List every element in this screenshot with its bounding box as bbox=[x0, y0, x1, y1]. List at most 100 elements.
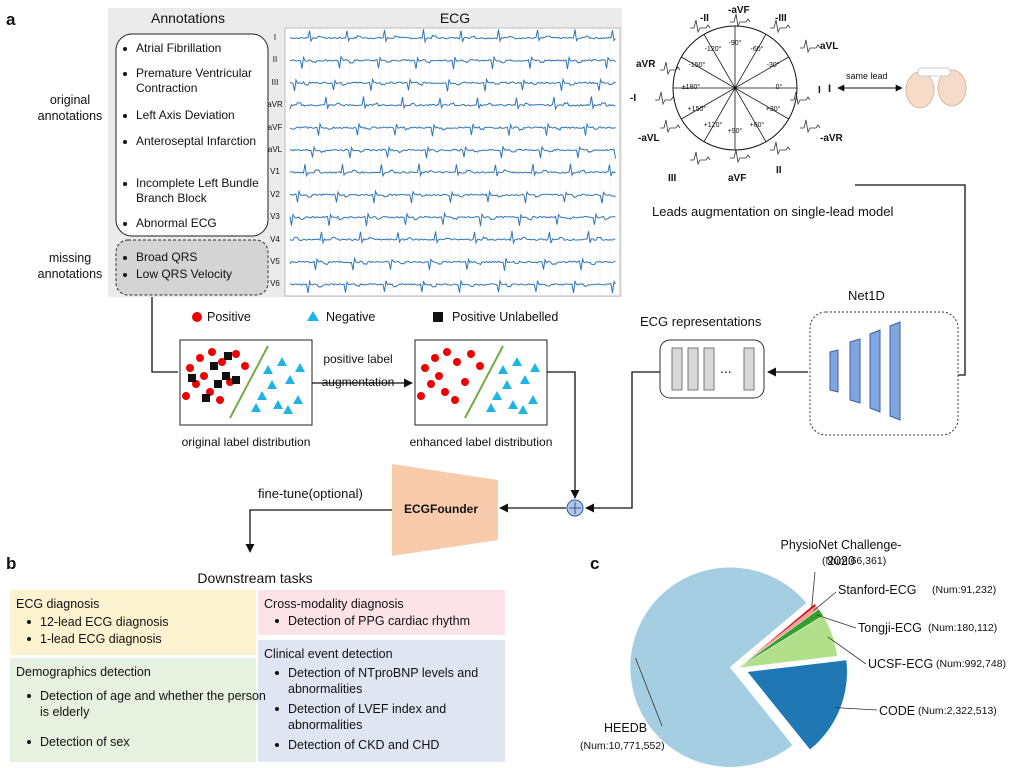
panel-label: c bbox=[590, 554, 600, 573]
hands bbox=[905, 67, 967, 109]
hex-lead-label: -III bbox=[775, 13, 787, 24]
sample-points bbox=[182, 311, 540, 414]
sample-point bbox=[492, 391, 502, 400]
flow-line bbox=[585, 371, 660, 513]
pie-chart bbox=[629, 567, 878, 768]
task-box bbox=[258, 590, 505, 635]
task-item: Detection of CKD and CHD bbox=[274, 737, 514, 753]
lead-wave bbox=[770, 141, 791, 156]
slice-label: UCSF-ECG bbox=[868, 657, 934, 671]
hexaxial bbox=[655, 13, 821, 166]
task-title: Cross-modality diagnosis bbox=[264, 597, 404, 611]
ecg-trace bbox=[289, 256, 616, 271]
missing-item: Broad QRS bbox=[122, 250, 278, 265]
caption: original label distribution bbox=[181, 435, 311, 449]
ecgfounder-shape bbox=[392, 464, 498, 556]
lead-label: V5 bbox=[270, 257, 280, 266]
slice-label: Stanford-ECG bbox=[838, 583, 917, 597]
ecg-trace bbox=[289, 29, 616, 44]
annotation-item: Atrial Fibrillation bbox=[122, 41, 278, 56]
lead-label: aVF bbox=[267, 122, 283, 132]
legend-marker bbox=[192, 312, 202, 322]
lead-wave bbox=[660, 61, 681, 76]
sample-point bbox=[293, 395, 303, 404]
lead-label: V2 bbox=[270, 189, 280, 199]
sample-point bbox=[467, 350, 475, 358]
degree-label: +150° bbox=[687, 106, 707, 113]
ecg-area bbox=[284, 27, 621, 297]
sample-point bbox=[295, 363, 305, 372]
legend-label: Negative bbox=[326, 310, 376, 324]
ecg-trace bbox=[289, 163, 616, 178]
lead-label: III bbox=[271, 77, 279, 87]
annotation-item: Left Axis Deviation bbox=[122, 108, 278, 123]
degree-label: -90° bbox=[728, 40, 742, 47]
hex-lead-label: -aVL bbox=[638, 133, 660, 144]
sample-point bbox=[267, 380, 277, 389]
sample-point bbox=[263, 365, 273, 374]
ecg-traces bbox=[289, 29, 616, 295]
task-item: 1-lead ECG diagnosis bbox=[26, 631, 266, 647]
sample-point bbox=[441, 388, 449, 396]
sample-point bbox=[486, 403, 496, 412]
leader-line bbox=[835, 707, 878, 711]
lead-wave bbox=[655, 91, 676, 106]
lead-label: V3 bbox=[270, 212, 280, 222]
flow-line bbox=[151, 297, 178, 373]
sample-point bbox=[476, 362, 484, 370]
sample-point bbox=[273, 400, 283, 409]
pie-slice bbox=[737, 615, 838, 669]
task-title: Clinical event detection bbox=[264, 647, 393, 661]
annotation-item: Premature Ventricular Contraction bbox=[122, 66, 278, 96]
annotation-item: Incomplete Left Bundle Branch Block bbox=[122, 176, 278, 206]
flow-line bbox=[245, 509, 392, 553]
sample-point bbox=[431, 354, 439, 362]
slice-label: PhysioNet Challenge-2020 bbox=[780, 538, 902, 568]
task-item: 12-lead ECG diagnosis bbox=[26, 614, 266, 630]
panel-b-shapes bbox=[10, 590, 505, 762]
sample-point bbox=[196, 354, 204, 362]
slice-value-label: (Num:66,361) bbox=[822, 555, 887, 567]
legend-marker bbox=[307, 311, 319, 321]
degree-label: +120° bbox=[703, 122, 723, 130]
lead-wave bbox=[660, 119, 681, 134]
sample-point bbox=[461, 378, 469, 386]
degree-label: -150° bbox=[688, 62, 706, 69]
flow-label: augmentation bbox=[321, 375, 395, 389]
ecg-trace bbox=[289, 211, 616, 226]
annotation-item: Anteroseptal Infarction bbox=[122, 134, 278, 149]
caption: Net1D bbox=[848, 288, 885, 303]
slice-label: HEEDB bbox=[604, 721, 648, 735]
missing-box bbox=[115, 239, 269, 296]
task-item: Detection of LVEF index and abnormalitie… bbox=[274, 701, 514, 733]
leader-line bbox=[827, 636, 867, 665]
sample-point bbox=[417, 392, 425, 400]
task-box bbox=[10, 590, 256, 655]
sample-point bbox=[232, 350, 240, 358]
sample-point bbox=[186, 364, 194, 372]
sample-point bbox=[182, 392, 190, 400]
sample-point bbox=[453, 358, 461, 366]
degree-label: +30° bbox=[765, 106, 781, 113]
hex-lead-label: I bbox=[818, 85, 821, 96]
annotation-box bbox=[115, 33, 269, 237]
slice-label: Tongji-ECG bbox=[858, 621, 922, 635]
degree-label: -120° bbox=[704, 45, 722, 53]
lead-wave bbox=[770, 19, 791, 34]
sample-point bbox=[210, 362, 218, 370]
sample-point bbox=[518, 405, 528, 414]
task-box bbox=[10, 658, 256, 762]
sample-point bbox=[232, 376, 240, 384]
leader-line bbox=[635, 657, 663, 727]
hex-lead-label: -I bbox=[630, 93, 637, 104]
separator bbox=[464, 345, 504, 419]
legend-label: Positive Unlabelled bbox=[452, 310, 559, 324]
lead-label: V4 bbox=[270, 234, 280, 244]
task-item: Detection of PPG cardiac rhythm bbox=[274, 613, 514, 629]
ecg-trace bbox=[289, 96, 616, 111]
sample-point bbox=[530, 363, 540, 372]
net1d-layers bbox=[829, 321, 901, 421]
task-item: Detection of NTproBNP levels and abnorma… bbox=[274, 665, 514, 697]
annotation-item: Abnormal ECG bbox=[122, 216, 278, 231]
